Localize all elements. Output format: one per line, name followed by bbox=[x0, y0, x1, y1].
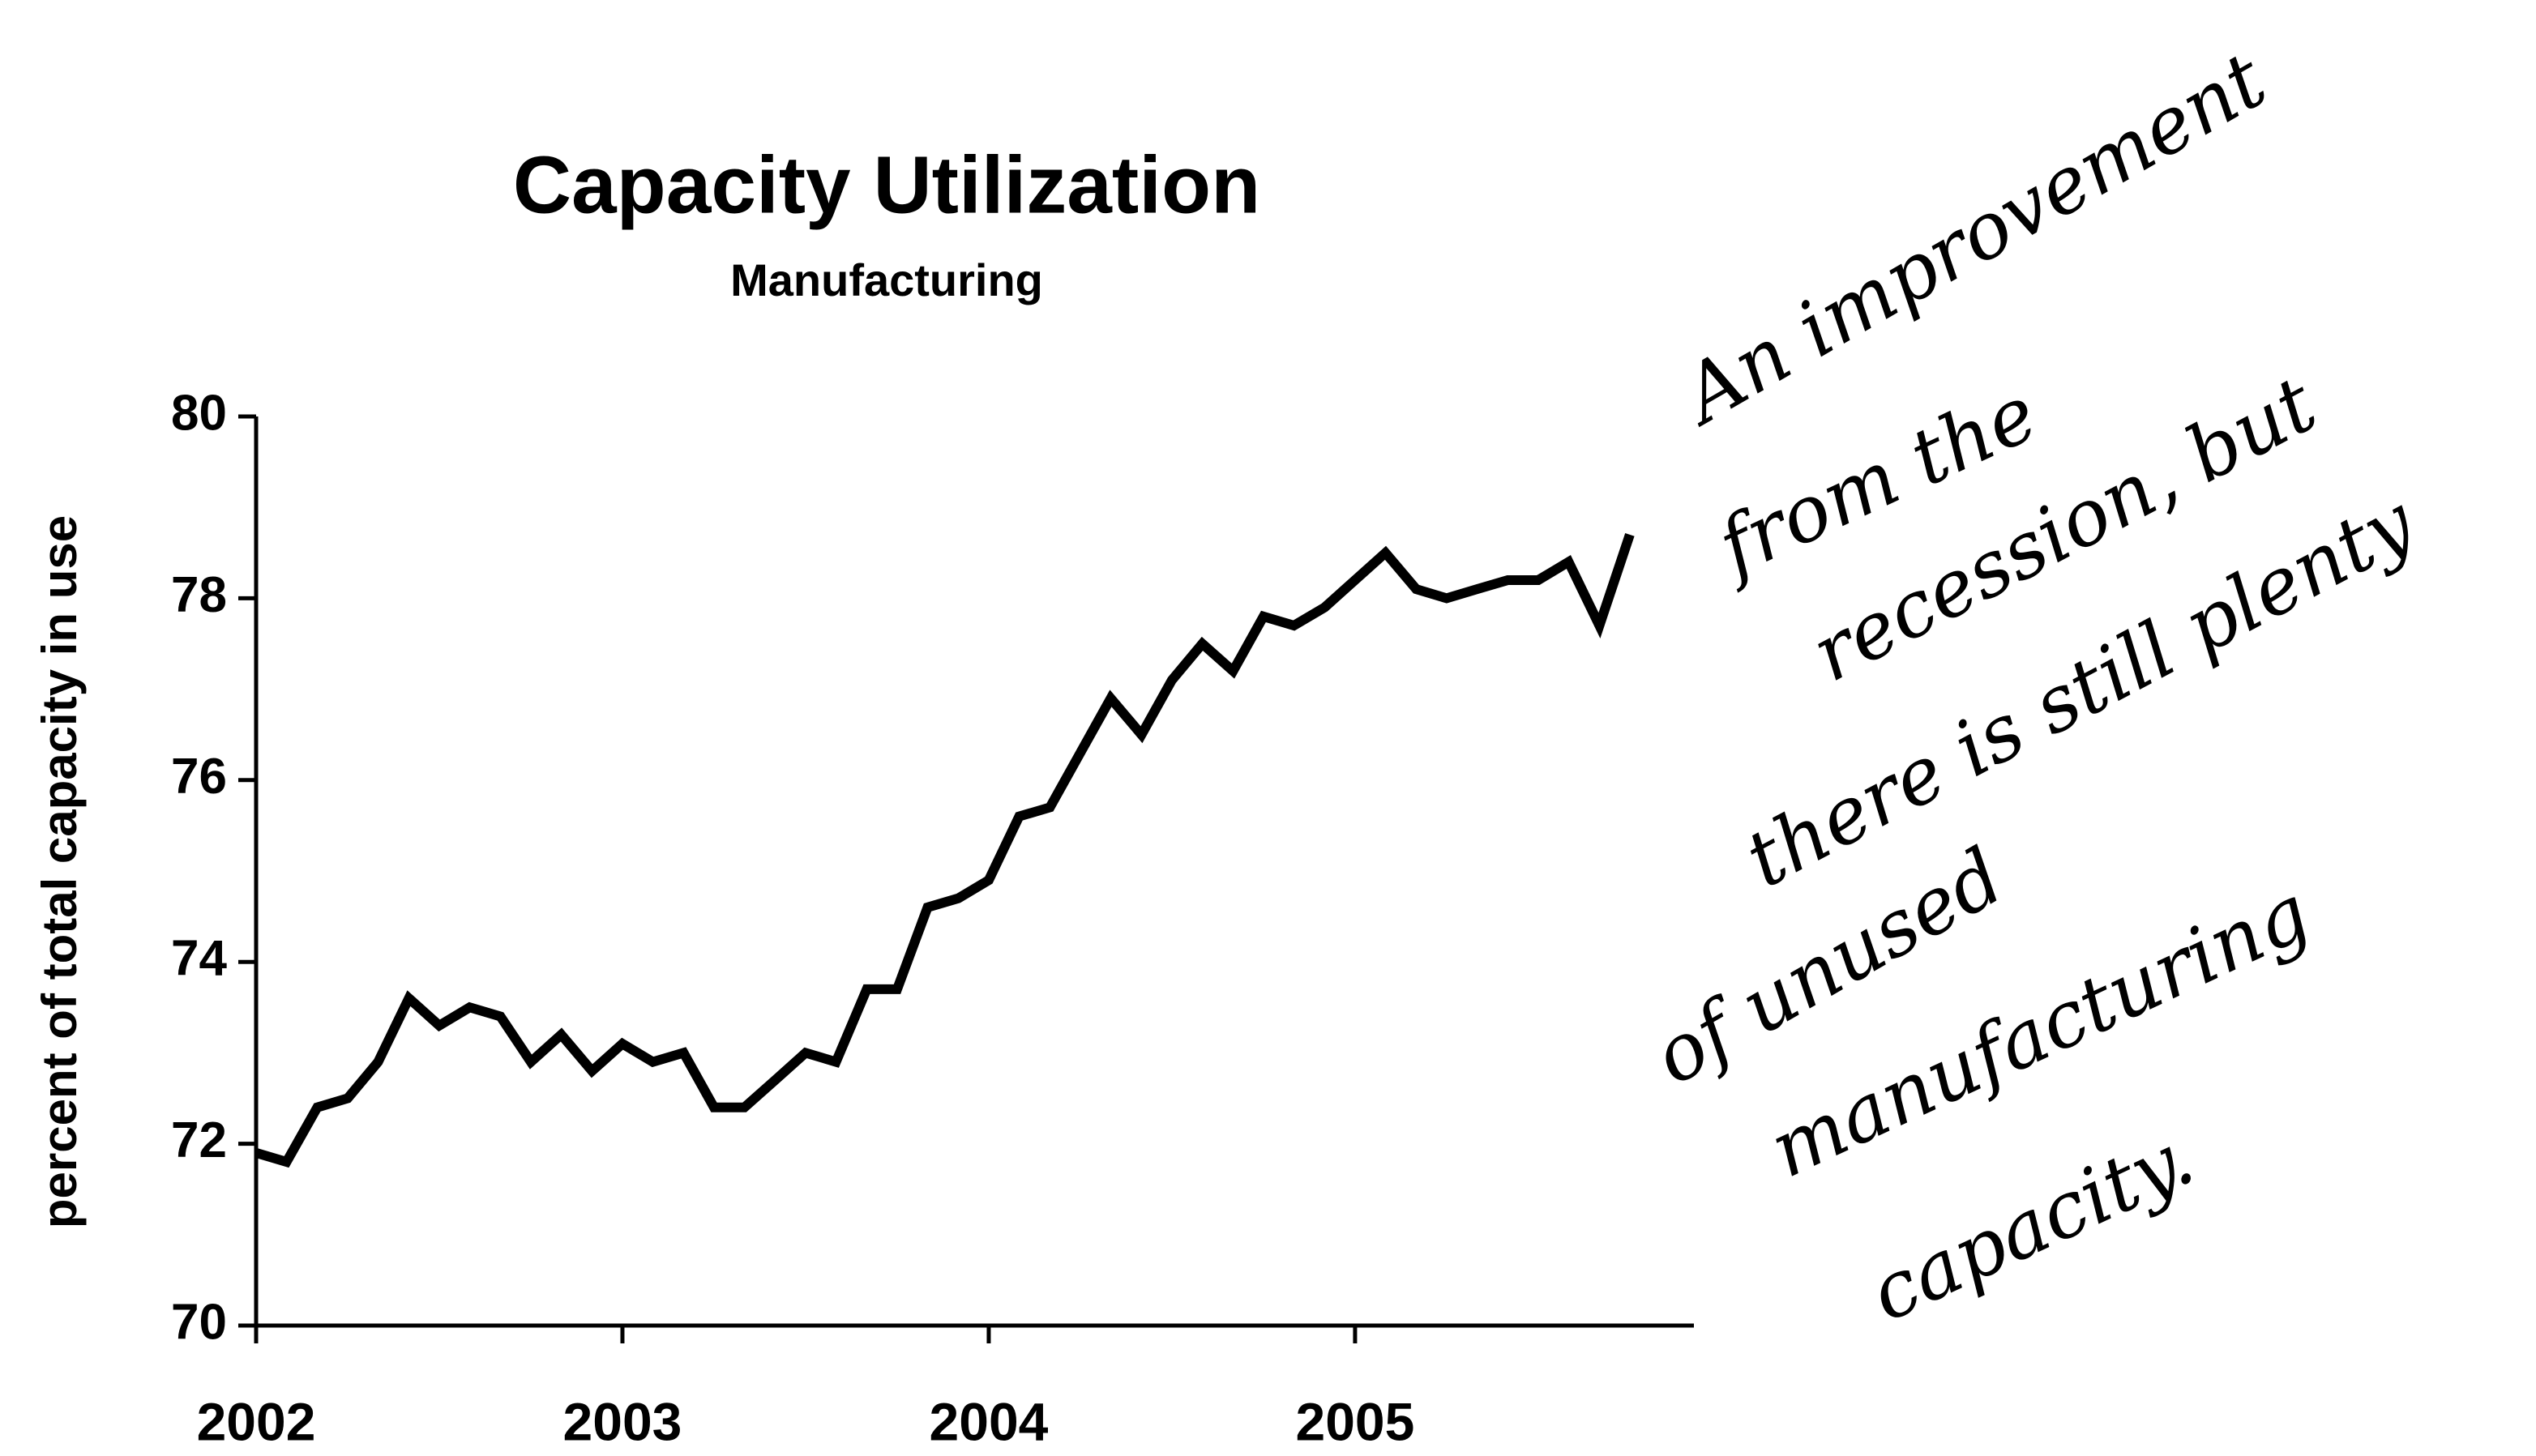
annotation: capacity. bbox=[1856, 1112, 2206, 1339]
x-tick-label: 2005 bbox=[1296, 1391, 1415, 1451]
x-tick-label: 2003 bbox=[563, 1391, 682, 1451]
chart-subtitle: Manufacturing bbox=[730, 254, 1043, 305]
y-tick-label: 70 bbox=[171, 1294, 227, 1350]
y-tick-label: 78 bbox=[171, 567, 227, 623]
chart-title: Capacity Utilization bbox=[513, 139, 1260, 230]
y-tick-label: 74 bbox=[171, 931, 227, 987]
y-tick-label: 80 bbox=[171, 385, 227, 441]
annotation: An improvement bbox=[1662, 34, 2281, 443]
y-axis-label: percent of total capacity in use bbox=[32, 515, 87, 1228]
y-tick-label: 76 bbox=[171, 749, 227, 805]
y-tick-label: 72 bbox=[171, 1112, 227, 1168]
x-tick-label: 2002 bbox=[197, 1391, 316, 1451]
data-line bbox=[254, 532, 1635, 1168]
x-tick-label: 2004 bbox=[930, 1391, 1049, 1451]
